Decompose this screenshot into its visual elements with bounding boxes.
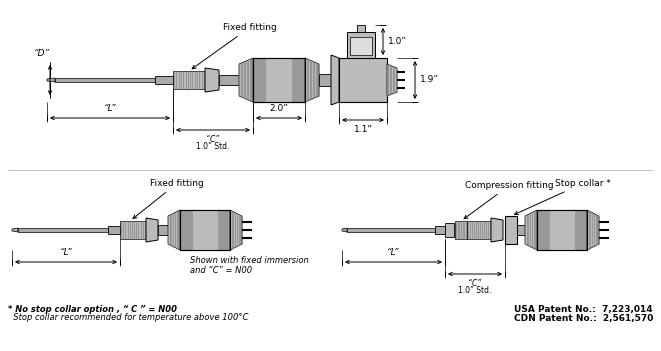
Polygon shape bbox=[158, 225, 168, 235]
Polygon shape bbox=[357, 25, 365, 32]
Text: “C”: “C” bbox=[206, 135, 219, 144]
Text: 1.9”: 1.9” bbox=[420, 75, 439, 85]
Text: USA Patent No.:  7,223,014: USA Patent No.: 7,223,014 bbox=[514, 305, 653, 314]
Polygon shape bbox=[266, 58, 292, 102]
Polygon shape bbox=[517, 225, 525, 235]
Polygon shape bbox=[537, 210, 587, 250]
Polygon shape bbox=[435, 226, 445, 234]
Text: Fixed fitting: Fixed fitting bbox=[133, 179, 204, 219]
Polygon shape bbox=[587, 210, 599, 250]
Polygon shape bbox=[549, 210, 574, 250]
Polygon shape bbox=[445, 223, 454, 237]
Polygon shape bbox=[108, 226, 120, 234]
Text: Shown with fixed immersion
and “C” = N00: Shown with fixed immersion and “C” = N00 bbox=[190, 256, 309, 276]
Polygon shape bbox=[347, 32, 375, 58]
Polygon shape bbox=[18, 228, 108, 232]
Polygon shape bbox=[305, 58, 319, 102]
Text: 1.0” Std.: 1.0” Std. bbox=[196, 142, 229, 151]
Polygon shape bbox=[146, 218, 158, 242]
Text: “L”: “L” bbox=[59, 248, 72, 257]
Polygon shape bbox=[230, 210, 242, 250]
Polygon shape bbox=[168, 210, 180, 250]
Polygon shape bbox=[347, 228, 435, 232]
Polygon shape bbox=[120, 221, 146, 239]
Text: * No stop collar option , “ C ” = N00: * No stop collar option , “ C ” = N00 bbox=[8, 305, 177, 314]
Text: Stop collar *: Stop collar * bbox=[514, 179, 611, 214]
Polygon shape bbox=[491, 218, 503, 242]
Polygon shape bbox=[350, 37, 372, 55]
Polygon shape bbox=[12, 228, 18, 232]
Text: Stop collar recommended for temperature above 100°C: Stop collar recommended for temperature … bbox=[8, 313, 249, 322]
Text: CDN Patent No.:  2,561,570: CDN Patent No.: 2,561,570 bbox=[514, 314, 653, 323]
Polygon shape bbox=[173, 71, 205, 89]
Polygon shape bbox=[219, 75, 239, 85]
Text: 1.0”: 1.0” bbox=[388, 37, 407, 46]
Polygon shape bbox=[180, 210, 230, 250]
Polygon shape bbox=[339, 58, 387, 102]
Polygon shape bbox=[319, 74, 331, 86]
Text: 1.1”: 1.1” bbox=[354, 125, 373, 134]
Text: 1.0” Std.: 1.0” Std. bbox=[458, 286, 492, 295]
Polygon shape bbox=[342, 228, 347, 232]
Polygon shape bbox=[55, 78, 155, 82]
Text: “D”: “D” bbox=[34, 49, 50, 58]
Polygon shape bbox=[455, 221, 467, 239]
Text: “C”: “C” bbox=[469, 279, 482, 288]
Text: Fixed fitting: Fixed fitting bbox=[192, 23, 277, 69]
Text: Compression fitting: Compression fitting bbox=[464, 181, 554, 219]
Text: “L”: “L” bbox=[387, 248, 400, 257]
Polygon shape bbox=[155, 76, 173, 84]
Polygon shape bbox=[192, 210, 217, 250]
Text: 2.0”: 2.0” bbox=[270, 104, 288, 113]
Polygon shape bbox=[47, 78, 55, 82]
Polygon shape bbox=[467, 221, 491, 239]
Polygon shape bbox=[331, 55, 339, 105]
Polygon shape bbox=[253, 58, 305, 102]
Polygon shape bbox=[505, 216, 517, 244]
Polygon shape bbox=[387, 64, 397, 96]
Polygon shape bbox=[239, 58, 253, 102]
Polygon shape bbox=[525, 210, 537, 250]
Polygon shape bbox=[205, 68, 219, 92]
Text: “L”: “L” bbox=[104, 104, 116, 113]
